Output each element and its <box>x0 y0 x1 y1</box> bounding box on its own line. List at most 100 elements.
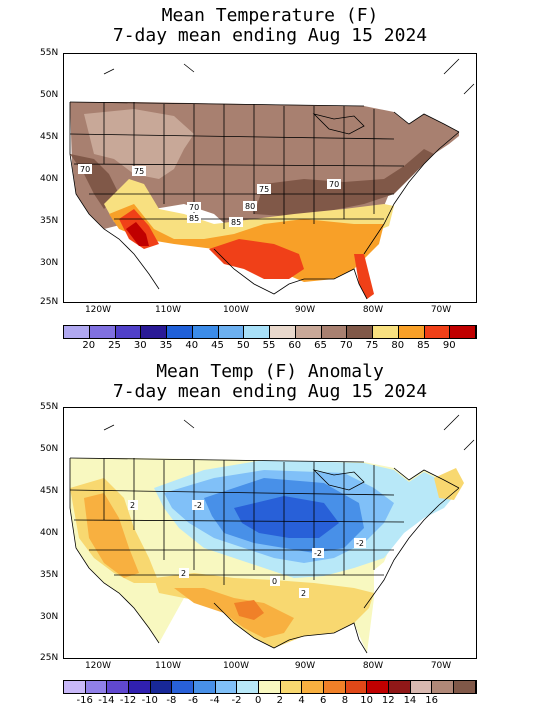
lat-label: 35N <box>40 216 59 226</box>
colorbar-swatch <box>150 681 173 693</box>
lat-label: 40N <box>40 174 59 184</box>
colorbar-label: 25 <box>108 340 121 351</box>
colorbar-label: 0 <box>254 695 262 706</box>
anomaly-region-south-4 <box>174 588 294 638</box>
colorbar-swatch <box>321 326 348 338</box>
contour-label: 70 <box>329 180 339 189</box>
state-borders <box>69 101 460 229</box>
colorbar-label: 40 <box>185 340 199 351</box>
lon-label: 120W <box>84 305 112 315</box>
contour-label: -2 <box>356 539 364 548</box>
colorbar-swatch <box>432 681 455 693</box>
colorbar-swatch <box>367 681 390 693</box>
colorbar-label: 8 <box>341 695 349 706</box>
colorbar-label: 10 <box>360 695 373 706</box>
colorbar-label: -12 <box>119 695 137 706</box>
colorbar-swatch <box>398 326 425 338</box>
lon-label: 70W <box>430 305 452 315</box>
lat-label: 30N <box>40 612 59 622</box>
lat-label: 50N <box>40 444 59 454</box>
contour-label: 85 <box>231 218 241 227</box>
colorbar-swatch <box>64 326 90 338</box>
panel1-title-line1: Mean Temperature (F) <box>161 5 379 26</box>
colorbar-label: 75 <box>365 340 379 351</box>
anomaly-colorbar <box>63 680 477 694</box>
colorbar-label: 45 <box>211 340 224 351</box>
colorbar-label: -14 <box>98 695 115 706</box>
colorbar-label: 60 <box>288 340 302 351</box>
contour-label: 2 <box>130 501 135 510</box>
contour-label: 2 <box>181 569 186 578</box>
colorbar-swatch <box>454 681 476 693</box>
lat-label: 55N <box>40 48 59 58</box>
lat-label: 50N <box>40 90 59 100</box>
colorbar-swatch <box>192 326 219 338</box>
lat-label: 30N <box>40 258 59 268</box>
colorbar-label: -4 <box>209 695 220 706</box>
colorbar-swatch <box>259 681 281 693</box>
contour-label: 70 <box>189 203 199 212</box>
contour-label: -2 <box>314 549 322 558</box>
lon-label: 90W <box>294 661 316 671</box>
panel1-title-line2: 7-day mean ending Aug 15 2024 <box>112 25 428 46</box>
colorbar-swatch <box>107 681 130 693</box>
colorbar-swatch <box>64 681 86 693</box>
colorbar-label: 90 <box>442 340 456 351</box>
lon-label: 100W <box>222 661 250 671</box>
colorbar-label: 80 <box>391 340 405 351</box>
region-65-70 <box>84 109 194 179</box>
anomaly-contour-labels: -2 2 -2 2 0 -2 2 <box>128 500 366 598</box>
colorbar-swatch <box>215 681 238 693</box>
contour-labels: 70 75 75 70 80 85 70 85 <box>78 164 341 227</box>
lon-label: 100W <box>222 305 250 315</box>
lon-label: 80W <box>362 661 384 671</box>
contour-label: 80 <box>245 202 255 211</box>
colorbar-swatch <box>280 681 303 693</box>
contour-label: -2 <box>194 501 202 510</box>
colorbar-label: -8 <box>166 695 177 706</box>
colorbar-swatch <box>270 326 296 338</box>
lat-label: 25N <box>40 297 59 307</box>
colorbar-swatch <box>324 681 346 693</box>
contour-label: 2 <box>301 589 306 598</box>
lat-label: 55N <box>40 402 59 412</box>
panel2-title-line2: 7-day mean ending Aug 15 2024 <box>112 381 428 402</box>
colorbar-label: -6 <box>188 695 199 706</box>
colorbar-swatch <box>345 681 368 693</box>
colorbar-label: 30 <box>133 340 147 351</box>
temperature-map-svg: 70 75 75 70 80 85 70 85 <box>69 58 475 300</box>
colorbar-label: 6 <box>320 695 327 706</box>
anomaly-region-minus8 <box>234 496 339 538</box>
lon-label: 110W <box>154 661 182 671</box>
state-borders-anomaly <box>69 457 460 585</box>
anomaly-region-west-4 <box>84 493 139 578</box>
lon-label: 110W <box>154 305 182 315</box>
colorbar-swatch <box>410 681 433 693</box>
colorbar-label: -10 <box>141 695 158 706</box>
region-85-florida <box>354 254 374 299</box>
coastlines <box>69 58 475 300</box>
anomaly-region-ne-2 <box>434 468 464 500</box>
colorbar-label: 2 <box>276 695 284 706</box>
colorbar-swatch <box>167 326 193 338</box>
anomaly-region-south-6 <box>234 600 264 620</box>
colorbar-swatch <box>237 681 260 693</box>
colorbar-swatch <box>115 326 142 338</box>
lon-label: 120W <box>84 661 112 671</box>
colorbar-swatch <box>295 326 322 338</box>
contour-label: 75 <box>259 185 269 194</box>
temperature-colorbar <box>63 325 477 339</box>
colorbar-swatch <box>373 326 399 338</box>
colorbar-swatch <box>129 681 151 693</box>
anomaly-map-svg: -2 2 -2 2 0 -2 2 <box>69 414 475 654</box>
colorbar-label: 35 <box>159 340 173 351</box>
colorbar-swatch <box>347 326 373 338</box>
region-90-texas <box>209 239 304 279</box>
coastlines-anomaly <box>69 414 475 654</box>
colorbar-swatch <box>89 326 116 338</box>
temperature-map: 70 75 75 70 80 85 70 85 <box>63 53 477 303</box>
colorbar-swatch <box>424 326 451 338</box>
contour-label: 0 <box>272 577 277 586</box>
lon-label: 70W <box>430 661 452 671</box>
lat-label: 35N <box>40 570 59 580</box>
